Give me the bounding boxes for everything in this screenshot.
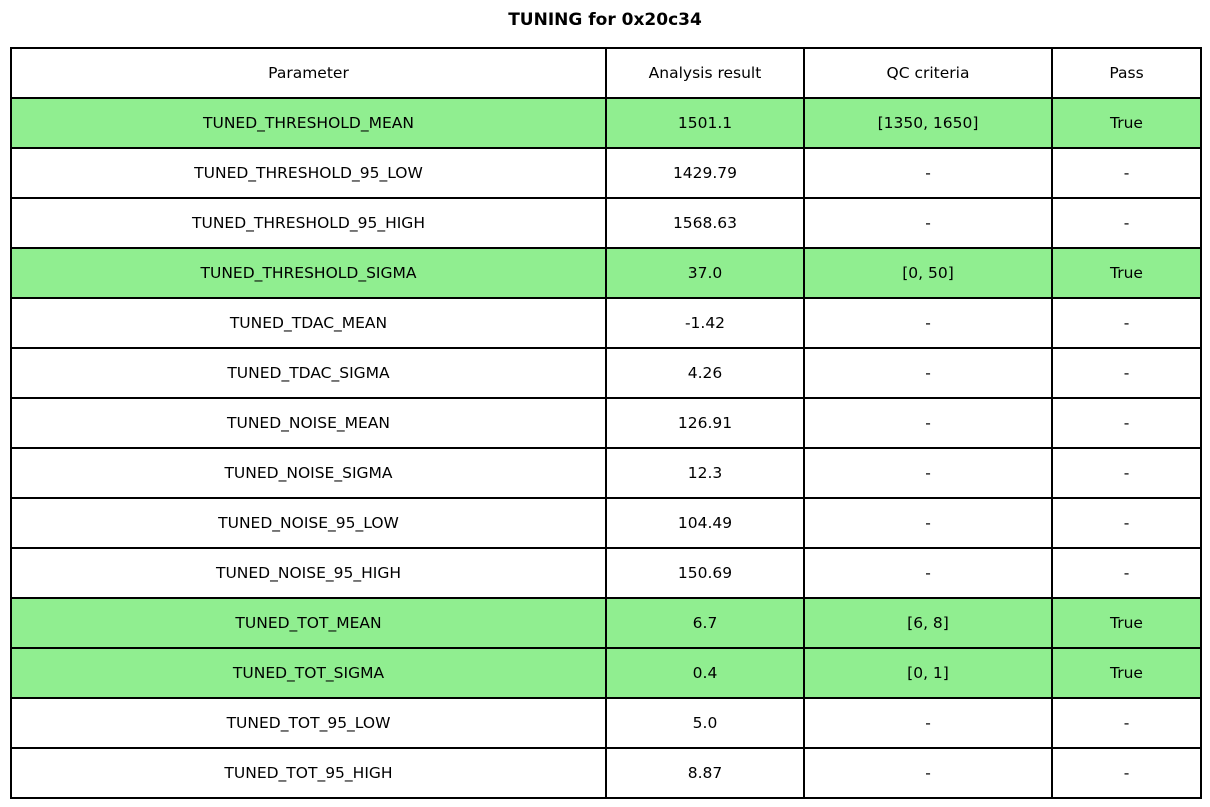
column-header-pass: Pass [1051,47,1202,99]
table-row: TUNED_TDAC_SIGMA 4.26 - - [10,347,1202,399]
cell-pass: True [1051,247,1202,299]
cell-qc-criteria: - [803,197,1053,249]
cell-analysis-result: 12.3 [605,447,805,499]
cell-parameter: TUNED_THRESHOLD_SIGMA [10,247,607,299]
cell-qc-criteria: - [803,447,1053,499]
table-row: TUNED_THRESHOLD_95_HIGH 1568.63 - - [10,197,1202,249]
cell-analysis-result: 8.87 [605,747,805,799]
cell-qc-criteria: [1350, 1650] [803,97,1053,149]
cell-pass: True [1051,647,1202,699]
table-row: TUNED_THRESHOLD_95_LOW 1429.79 - - [10,147,1202,199]
cell-parameter: TUNED_NOISE_SIGMA [10,447,607,499]
cell-pass: - [1051,347,1202,399]
cell-analysis-result: 5.0 [605,697,805,749]
cell-pass: - [1051,697,1202,749]
cell-pass: True [1051,597,1202,649]
cell-pass: - [1051,747,1202,799]
cell-parameter: TUNED_TOT_MEAN [10,597,607,649]
cell-qc-criteria: - [803,147,1053,199]
cell-pass: - [1051,547,1202,599]
cell-pass: - [1051,297,1202,349]
cell-pass: - [1051,497,1202,549]
column-header-qc-criteria: QC criteria [803,47,1053,99]
qc-results-table: Parameter Analysis result QC criteria Pa… [10,47,1202,799]
cell-analysis-result: 0.4 [605,647,805,699]
cell-qc-criteria: [0, 1] [803,647,1053,699]
cell-parameter: TUNED_NOISE_MEAN [10,397,607,449]
table-row: TUNED_TDAC_MEAN -1.42 - - [10,297,1202,349]
cell-parameter: TUNED_THRESHOLD_95_HIGH [10,197,607,249]
cell-qc-criteria: - [803,297,1053,349]
cell-qc-criteria: - [803,547,1053,599]
table-row: TUNED_NOISE_SIGMA 12.3 - - [10,447,1202,499]
cell-parameter: TUNED_TOT_SIGMA [10,647,607,699]
cell-analysis-result: 126.91 [605,397,805,449]
cell-pass: True [1051,97,1202,149]
table-row: TUNED_NOISE_MEAN 126.91 - - [10,397,1202,449]
table-row: TUNED_NOISE_95_LOW 104.49 - - [10,497,1202,549]
cell-analysis-result: 104.49 [605,497,805,549]
cell-parameter: TUNED_TDAC_MEAN [10,297,607,349]
cell-analysis-result: 6.7 [605,597,805,649]
cell-pass: - [1051,147,1202,199]
cell-analysis-result: 150.69 [605,547,805,599]
cell-parameter: TUNED_THRESHOLD_MEAN [10,97,607,149]
table-row: TUNED_THRESHOLD_SIGMA 37.0 [0, 50] True [10,247,1202,299]
table-header-row: Parameter Analysis result QC criteria Pa… [10,47,1202,99]
cell-parameter: TUNED_TOT_95_LOW [10,697,607,749]
cell-analysis-result: 4.26 [605,347,805,399]
cell-pass: - [1051,447,1202,499]
table-row: TUNED_THRESHOLD_MEAN 1501.1 [1350, 1650]… [10,97,1202,149]
cell-analysis-result: 1501.1 [605,97,805,149]
column-header-parameter: Parameter [10,47,607,99]
cell-parameter: TUNED_TDAC_SIGMA [10,347,607,399]
table-row: TUNED_NOISE_95_HIGH 150.69 - - [10,547,1202,599]
cell-analysis-result: 1429.79 [605,147,805,199]
figure-title: TUNING for 0x20c34 [508,10,702,30]
cell-parameter: TUNED_TOT_95_HIGH [10,747,607,799]
cell-pass: - [1051,397,1202,449]
cell-analysis-result: 1568.63 [605,197,805,249]
cell-pass: - [1051,197,1202,249]
cell-analysis-result: 37.0 [605,247,805,299]
cell-analysis-result: -1.42 [605,297,805,349]
table-row: TUNED_TOT_SIGMA 0.4 [0, 1] True [10,647,1202,699]
table-row: TUNED_TOT_95_HIGH 8.87 - - [10,747,1202,799]
table-row: TUNED_TOT_MEAN 6.7 [6, 8] True [10,597,1202,649]
cell-qc-criteria: - [803,347,1053,399]
cell-qc-criteria: - [803,747,1053,799]
cell-qc-criteria: - [803,697,1053,749]
column-header-analysis-result: Analysis result [605,47,805,99]
cell-qc-criteria: [6, 8] [803,597,1053,649]
cell-qc-criteria: - [803,497,1053,549]
cell-qc-criteria: [0, 50] [803,247,1053,299]
table-row: TUNED_TOT_95_LOW 5.0 - - [10,697,1202,749]
cell-parameter: TUNED_NOISE_95_LOW [10,497,607,549]
cell-parameter: TUNED_NOISE_95_HIGH [10,547,607,599]
cell-parameter: TUNED_THRESHOLD_95_LOW [10,147,607,199]
cell-qc-criteria: - [803,397,1053,449]
